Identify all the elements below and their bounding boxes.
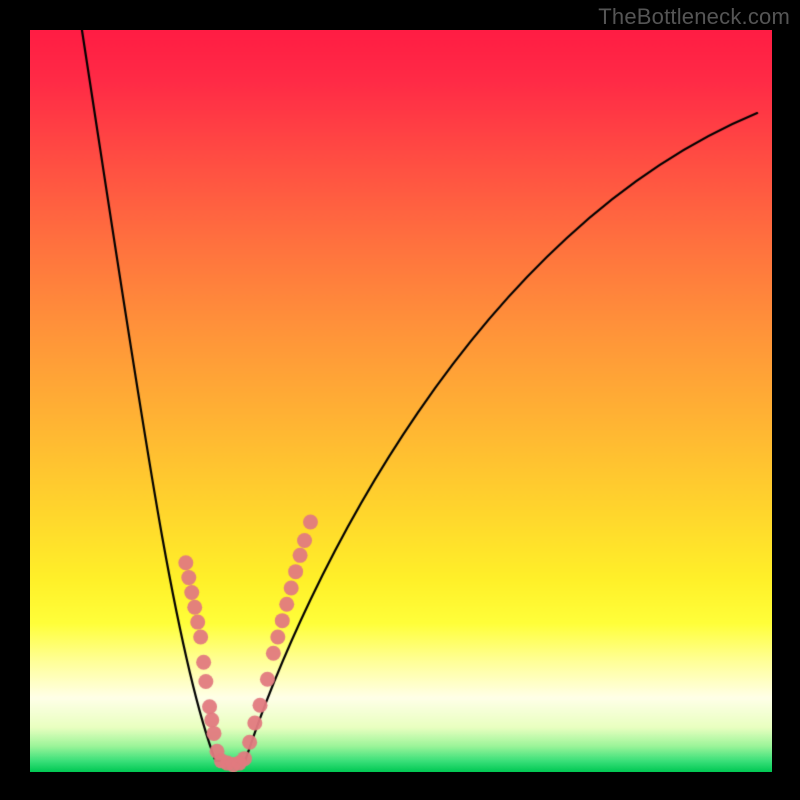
watermark-text: TheBottleneck.com: [598, 4, 790, 30]
plot-area: [30, 30, 772, 772]
curve-and-markers: [30, 30, 772, 772]
stage: TheBottleneck.com: [0, 0, 800, 800]
